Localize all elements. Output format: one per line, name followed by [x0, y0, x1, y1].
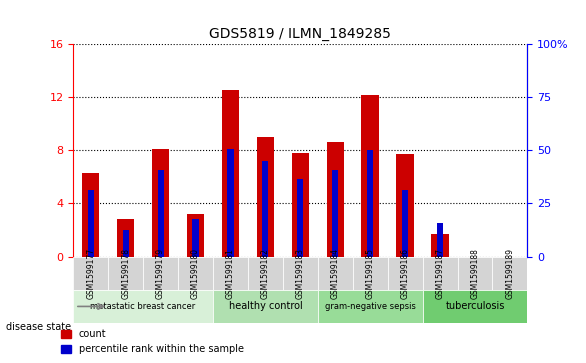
Text: GSM1599178: GSM1599178: [121, 248, 130, 299]
Bar: [248, 257, 283, 290]
Bar: [257, 137, 274, 257]
Text: GSM1599186: GSM1599186: [401, 248, 410, 299]
Text: GSM1599188: GSM1599188: [471, 248, 479, 299]
Bar: [367, 150, 373, 257]
Bar: [227, 149, 233, 257]
Bar: [292, 153, 309, 257]
Text: disease state: disease state: [6, 322, 71, 332]
Bar: [187, 214, 205, 257]
Text: GSM1599177: GSM1599177: [86, 248, 95, 299]
Text: GSM1599185: GSM1599185: [366, 248, 374, 299]
Text: GSM1599183: GSM1599183: [296, 248, 305, 299]
Bar: [108, 257, 143, 290]
Bar: [458, 257, 492, 290]
Bar: [88, 190, 94, 257]
Bar: [388, 257, 423, 290]
Bar: [82, 173, 100, 257]
Bar: [192, 219, 199, 257]
Bar: [178, 257, 213, 290]
Bar: [263, 161, 268, 257]
Bar: [402, 190, 408, 257]
Bar: [283, 257, 318, 290]
Bar: [492, 257, 527, 290]
Bar: [318, 290, 423, 323]
Bar: [143, 257, 178, 290]
Bar: [437, 223, 443, 257]
Text: GSM1599180: GSM1599180: [191, 248, 200, 299]
Bar: [222, 90, 239, 257]
Title: GDS5819 / ILMN_1849285: GDS5819 / ILMN_1849285: [209, 27, 391, 41]
Bar: [431, 234, 449, 257]
Bar: [73, 290, 213, 323]
Text: gram-negative sepsis: gram-negative sepsis: [325, 302, 415, 311]
Bar: [297, 179, 304, 257]
Bar: [332, 170, 338, 257]
Bar: [213, 290, 318, 323]
Legend: count, percentile rank within the sample: count, percentile rank within the sample: [57, 326, 248, 358]
Bar: [326, 142, 344, 257]
Bar: [423, 257, 458, 290]
Text: GSM1599182: GSM1599182: [261, 248, 270, 299]
Bar: [318, 257, 353, 290]
Text: GSM1599181: GSM1599181: [226, 248, 235, 299]
Text: GSM1599189: GSM1599189: [506, 248, 515, 299]
Bar: [152, 149, 169, 257]
Bar: [122, 230, 129, 257]
Bar: [396, 154, 414, 257]
Bar: [213, 257, 248, 290]
Text: GSM1599187: GSM1599187: [435, 248, 445, 299]
Text: metastatic breast cancer: metastatic breast cancer: [90, 302, 196, 311]
Bar: [73, 257, 108, 290]
Bar: [362, 95, 379, 257]
Text: tuberculosis: tuberculosis: [445, 301, 505, 311]
Bar: [158, 170, 163, 257]
Text: healthy control: healthy control: [229, 301, 302, 311]
Bar: [117, 219, 134, 257]
Text: GSM1599184: GSM1599184: [331, 248, 340, 299]
Bar: [423, 290, 527, 323]
Bar: [353, 257, 388, 290]
Text: GSM1599179: GSM1599179: [156, 248, 165, 299]
